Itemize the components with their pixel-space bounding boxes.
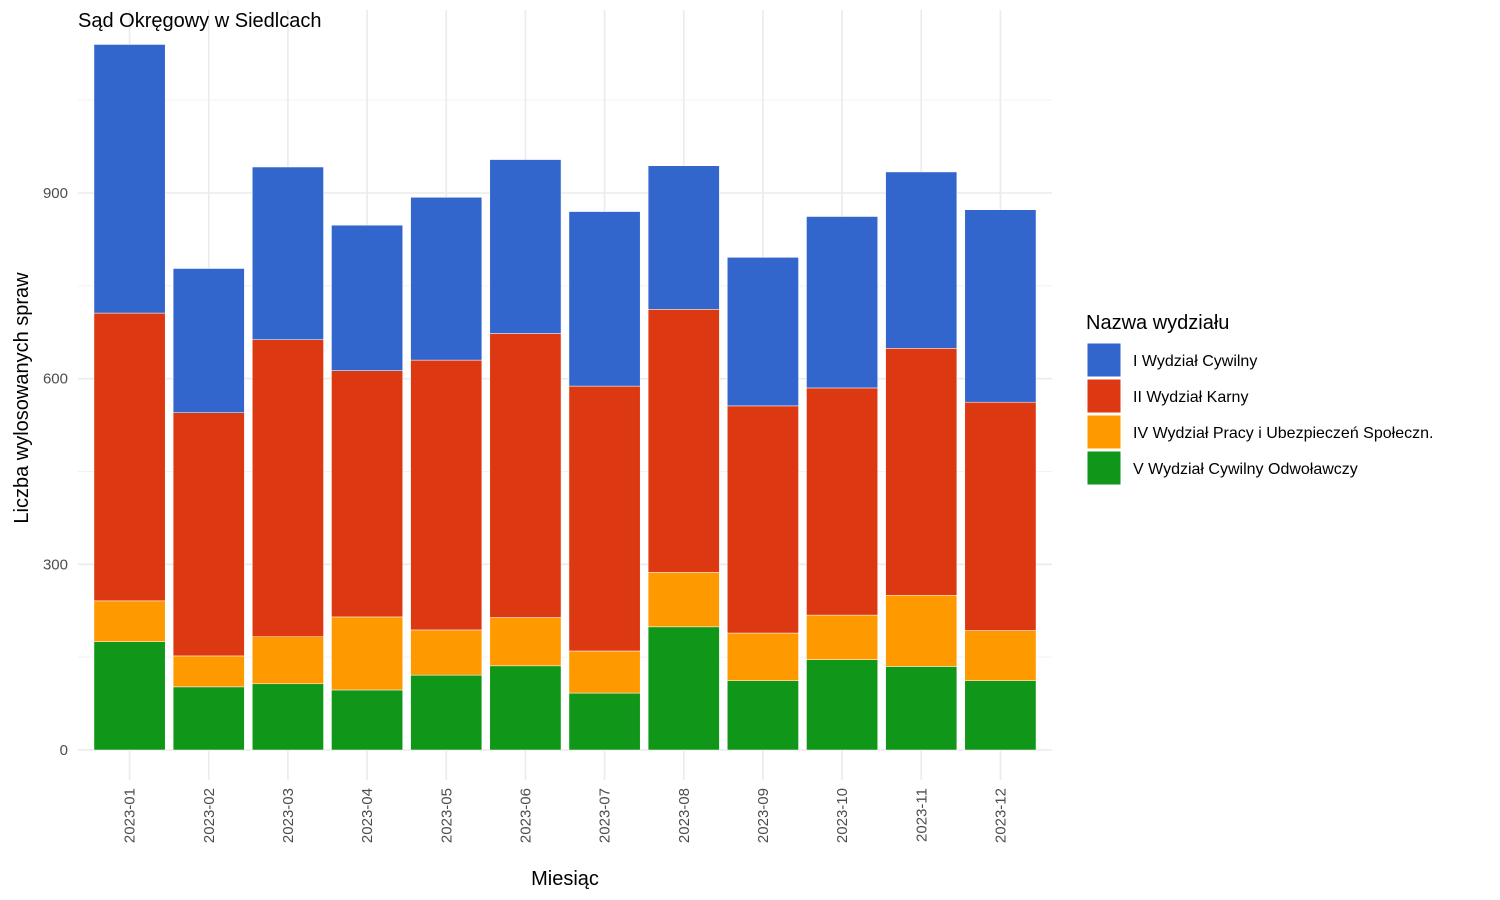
bar-segment: [806, 614, 878, 660]
x-tick-label: 2023-06: [517, 788, 534, 843]
bar-segment: [647, 309, 720, 573]
bar-segment: [964, 680, 1037, 751]
y-tick-label: 600: [43, 371, 68, 388]
legend-key: [1086, 414, 1122, 450]
y-tick-label: 300: [43, 556, 68, 573]
legend: Nazwa wydziału I Wydział Cywilny II Wydzi…: [1086, 312, 1433, 486]
bar-segment: [727, 680, 799, 751]
legend-label: IV Wydział Pracy i Ubezpieczeń Społeczn.: [1133, 425, 1433, 442]
bar-segment: [172, 655, 245, 688]
y-tick-label: 0: [60, 742, 68, 759]
bar-segment: [410, 197, 483, 361]
x-tick-label: 2023-08: [676, 788, 693, 843]
bar-segment: [410, 359, 483, 631]
bar-segment: [252, 339, 324, 637]
bar-segment: [806, 216, 878, 389]
x-tick-label: 2023-05: [438, 788, 455, 843]
x-tick-label: 2023-03: [280, 788, 297, 843]
bar-segment: [568, 211, 641, 387]
chart-title: Sąd Okręgowy w Siedlcach: [78, 10, 321, 32]
x-tick-label: 2023-11: [913, 788, 930, 842]
bar-segment: [410, 674, 483, 751]
bar-segment: [885, 171, 958, 349]
legend-label: V Wydział Cywilny Odwoławczy: [1133, 461, 1358, 478]
x-tick-label: 2023-01: [122, 788, 139, 843]
bar-segment: [964, 401, 1037, 631]
bar-segment: [727, 632, 799, 681]
bar-segment: [806, 387, 878, 616]
legend-title: Nazwa wydziału: [1086, 312, 1229, 334]
bar-segment: [410, 629, 483, 676]
bar-segment: [252, 683, 324, 751]
bar-segment: [172, 268, 245, 413]
bar-segment: [331, 370, 403, 618]
bar-segment: [331, 224, 403, 371]
bar-segment: [568, 385, 641, 652]
bar-segment: [252, 166, 324, 340]
bar-segment: [885, 595, 958, 667]
bar-segment: [489, 617, 562, 667]
legend-label: I Wydział Cywilny: [1133, 353, 1257, 370]
x-tick-label: 2023-10: [834, 788, 851, 843]
bar-segment: [964, 209, 1037, 403]
bar-segment: [489, 665, 562, 751]
bar-segment: [489, 333, 562, 618]
bar-segment: [93, 600, 166, 642]
bar-segment: [331, 616, 403, 691]
bar-segment: [647, 572, 720, 628]
bar-segment: [93, 641, 166, 751]
bar-segment: [93, 312, 166, 602]
bar-segment: [647, 626, 720, 751]
x-tick-label: 2023-12: [992, 788, 1009, 843]
y-axis-title: Liczba wylosowanych spraw: [11, 272, 33, 524]
bar-segment: [93, 44, 166, 314]
legend-key: [1086, 342, 1122, 378]
bar-segment: [489, 159, 562, 334]
bar-segment: [172, 686, 245, 751]
bar-segment: [885, 348, 958, 596]
bar-segment: [172, 412, 245, 657]
bar-segment: [885, 666, 958, 751]
x-tick-label: 2023-09: [755, 788, 772, 843]
bar-segment: [568, 650, 641, 694]
legend-key: [1086, 378, 1122, 414]
bar-segment: [331, 689, 403, 751]
legend-key: [1086, 450, 1122, 486]
bar-segment: [806, 659, 878, 751]
x-axis-title: Miesiąc: [531, 868, 599, 890]
legend-label: II Wydział Karny: [1133, 389, 1248, 406]
bars: [93, 44, 1037, 751]
bar-segment: [964, 630, 1037, 681]
x-tick-label: 2023-04: [359, 788, 376, 843]
bar-segment: [568, 692, 641, 751]
x-axis-ticks: 2023-01 2023-02 2023-03 2023-04 2023-05 2023-…: [122, 788, 1010, 843]
bar-segment: [727, 257, 799, 407]
x-tick-label: 2023-07: [597, 788, 614, 843]
bar-segment: [727, 405, 799, 634]
bar-segment: [647, 165, 720, 310]
y-tick-label: 900: [43, 185, 68, 202]
x-tick-label: 2023-02: [201, 788, 218, 843]
bar-segment: [252, 636, 324, 685]
y-axis-ticks: 0 300 600 900: [43, 185, 68, 759]
